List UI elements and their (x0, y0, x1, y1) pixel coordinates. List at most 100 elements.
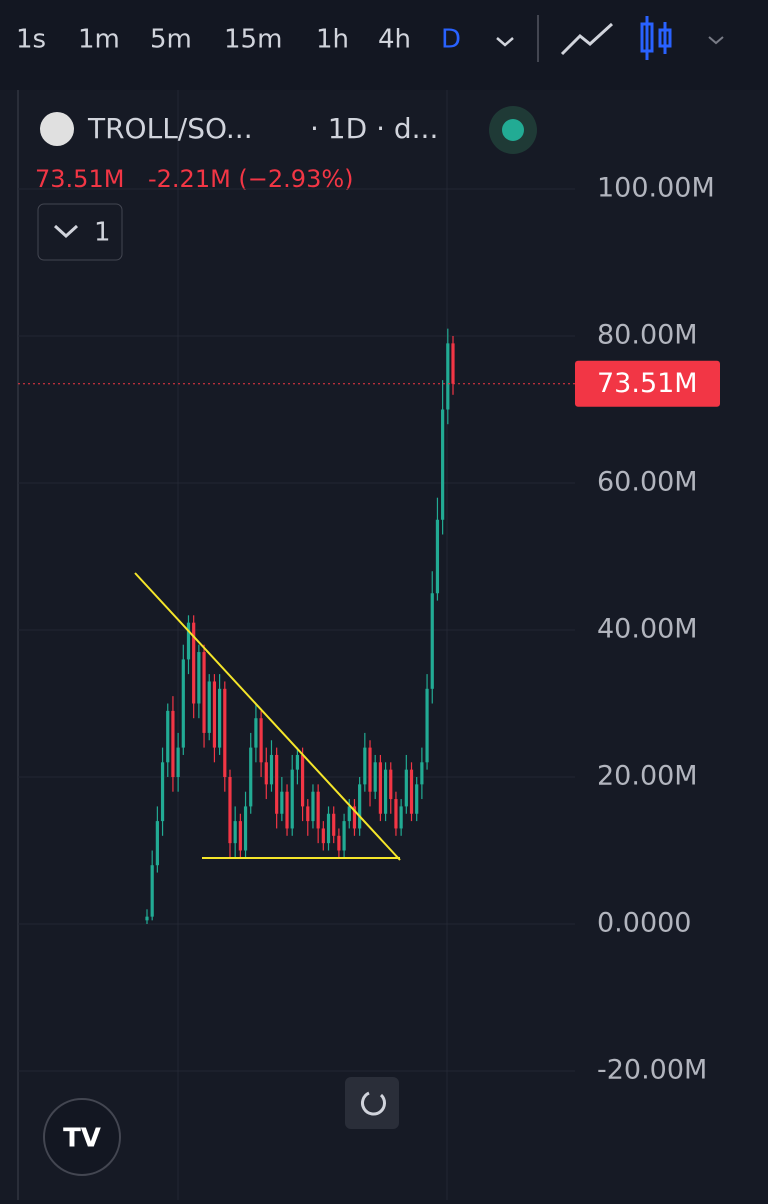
candle-body (280, 791, 284, 814)
candle-body (233, 821, 237, 844)
candle-body (145, 916, 149, 921)
candle-body (150, 865, 154, 917)
collapse-button[interactable] (37, 203, 123, 261)
symbol-icon (40, 112, 74, 146)
candle-body (368, 747, 372, 792)
y-tick-label: 0.0000 (597, 908, 691, 939)
candle-body (264, 762, 268, 785)
candle-body (316, 791, 320, 829)
candle-body (363, 747, 367, 785)
last-price-label: 73.51M (597, 368, 698, 399)
candle-body (186, 622, 191, 660)
candle-body (358, 784, 362, 829)
line-style-icon[interactable] (560, 22, 614, 56)
candle-body (275, 754, 279, 814)
candle-body (238, 821, 242, 851)
legend-price: 73.51M (35, 165, 124, 193)
candle-body (192, 622, 196, 704)
symbol-meta: · 1D · d... (310, 112, 438, 145)
y-tick-label: 40.00M (597, 614, 698, 645)
candle-body (347, 806, 351, 822)
trend-line (134, 572, 401, 861)
candle-body (207, 681, 211, 733)
candle-body (290, 769, 294, 829)
candle-body (254, 718, 258, 748)
candle-body (300, 754, 305, 807)
candle-body (430, 593, 434, 689)
candle-body (337, 835, 341, 851)
interval[interactable]: 1s (16, 25, 46, 55)
tv-logo-mark: TV (63, 1124, 101, 1154)
candle-body (176, 747, 180, 778)
candle-body (399, 806, 403, 829)
y-tick-label: 60.00M (597, 467, 698, 498)
candle-body (243, 806, 248, 851)
interval[interactable]: 4h (378, 25, 411, 55)
last-price-badge (575, 360, 720, 407)
reset-button[interactable] (345, 1077, 399, 1129)
y-tick-label: -20.00M (597, 1055, 707, 1086)
intervals: 1s 1m 5m 15m 1h 4h D (16, 25, 461, 55)
interval[interactable]: D (441, 25, 461, 55)
candle-body (311, 791, 315, 822)
candle-body (383, 769, 388, 814)
status-dot (502, 119, 524, 141)
candle-body (285, 791, 289, 829)
candle-body (269, 754, 274, 785)
interval[interactable]: 1m (78, 25, 120, 55)
candle-body (218, 688, 222, 748)
candle-body (197, 652, 201, 704)
candle-body (352, 806, 357, 829)
candle-body (404, 769, 408, 807)
collapse-count: 1 (94, 218, 111, 248)
interval[interactable]: 15m (224, 25, 282, 55)
candle-body (332, 813, 336, 836)
style-dropdown[interactable] (708, 36, 724, 45)
candle-body (342, 821, 346, 851)
candle-body (435, 519, 440, 594)
interval[interactable]: 1h (316, 25, 349, 55)
tv-logo[interactable] (43, 1098, 121, 1176)
plot: 100.00M 80.00M 60.00M 40.00M 20.00M 0.0000 -20… (18, 173, 720, 1086)
y-tick-label: 100.00M (597, 173, 715, 204)
candle-body (259, 718, 263, 763)
candle-body (228, 777, 232, 844)
candle-body (295, 754, 300, 770)
candle-body (249, 747, 253, 807)
candle-style-icon[interactable] (640, 16, 672, 60)
candle-body (155, 821, 159, 866)
candle-body (326, 813, 331, 844)
candle-body (409, 769, 414, 814)
candle-body (223, 688, 227, 778)
chart-area (0, 90, 768, 1200)
candle-body (446, 343, 450, 410)
symbol: TROLL/SO... (87, 112, 253, 145)
candle-body (306, 806, 310, 822)
candle-body (166, 710, 170, 763)
candle-body (171, 710, 175, 778)
y-tick-label: 20.00M (597, 761, 698, 792)
candle-body (202, 652, 206, 733)
candle-body (394, 799, 398, 829)
collapse-icon (53, 224, 79, 239)
candle-body (160, 762, 165, 822)
candle-body (181, 659, 185, 748)
candle-body (420, 762, 424, 785)
candle-body (321, 828, 325, 844)
candle-body (389, 769, 393, 800)
candle-body (373, 762, 377, 792)
candle-body (425, 688, 429, 763)
candle-body (378, 762, 382, 814)
reset-icon (361, 1091, 386, 1116)
candle-body (441, 409, 445, 520)
candle-body (415, 784, 419, 814)
legend-change: -2.21M (−2.93%) (148, 165, 354, 193)
candle-body (212, 681, 217, 748)
interval-dropdown[interactable] (496, 37, 514, 47)
candle-body (451, 343, 455, 384)
toolbar (0, 0, 768, 82)
interval[interactable]: 5m (150, 25, 192, 55)
y-tick-label: 80.00M (597, 320, 698, 351)
